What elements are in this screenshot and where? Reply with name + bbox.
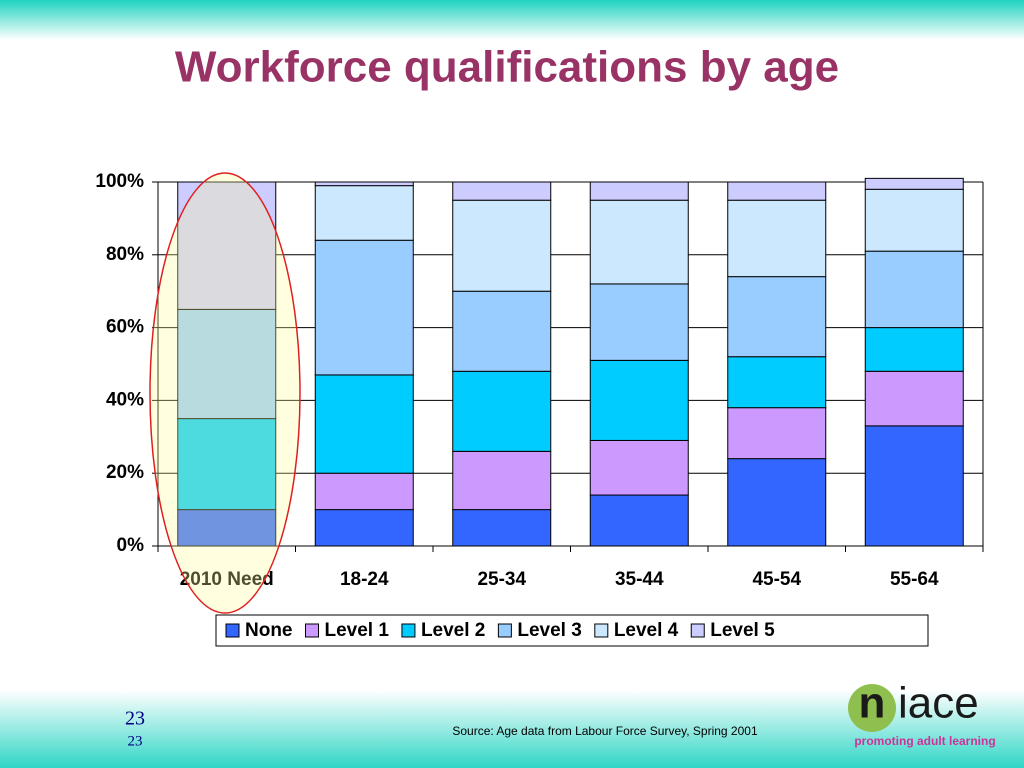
logo-tagline: promoting adult learning <box>854 734 995 748</box>
plot-area <box>158 182 983 546</box>
bar-segment <box>314 374 414 474</box>
y-tick-label: 80% <box>106 244 144 265</box>
y-tick-label: 100% <box>95 171 144 192</box>
bar-segment <box>589 181 689 201</box>
bar-segment <box>452 199 552 292</box>
x-tick-label: 55-64 <box>890 569 939 590</box>
x-tick-label: 45-54 <box>752 569 801 590</box>
bar-segment <box>727 407 827 460</box>
bar-segment <box>864 425 964 547</box>
slide-number: 23 <box>125 708 145 730</box>
legend-swatch <box>497 623 512 638</box>
bar-segment <box>589 494 689 547</box>
y-tick-label: 60% <box>106 317 144 338</box>
legend-box <box>215 614 929 647</box>
bar-segment <box>314 181 414 187</box>
bar-segment <box>177 418 277 511</box>
bar-segment <box>864 250 964 329</box>
slide-title: Workforce qualifications by age <box>175 43 839 92</box>
legend-label: Level 5 <box>710 620 775 641</box>
logo-circle <box>848 684 896 732</box>
highlight-ellipse <box>149 172 301 614</box>
legend-label: Level 2 <box>421 620 485 641</box>
bar-segment <box>452 370 552 452</box>
slide-number-small: 23 <box>128 733 143 749</box>
source-note: Source: Age data from Labour Force Surve… <box>452 724 758 738</box>
legend-swatch <box>305 623 319 638</box>
bar-segment <box>864 177 964 190</box>
bar-segment <box>177 308 277 420</box>
legend-swatch <box>594 623 609 638</box>
bar-segment <box>589 199 689 285</box>
bar-segment <box>589 359 689 441</box>
y-tick-label: 0% <box>117 535 145 556</box>
bar-segment <box>452 290 552 372</box>
y-tick-label: 40% <box>106 389 144 410</box>
legend-swatch <box>225 623 240 638</box>
bar-segment <box>314 509 414 547</box>
y-tick-label: 20% <box>106 462 144 483</box>
bar-segment <box>314 472 414 511</box>
bar-segment <box>589 439 689 496</box>
legend-label: Level 4 <box>614 620 679 641</box>
bar-segment <box>314 185 414 241</box>
bar-segment <box>727 181 827 201</box>
x-tick-label: 2010 Need <box>180 569 274 590</box>
legend-swatch <box>690 623 705 638</box>
bar-segment <box>727 458 827 547</box>
x-tick-label: 18-24 <box>340 569 389 590</box>
logo-text: iace <box>898 679 979 728</box>
bar-segment <box>864 327 964 372</box>
bar-segment <box>314 239 414 376</box>
bar-segment <box>864 370 964 427</box>
bar-segment <box>177 181 277 310</box>
bar-segment <box>727 199 827 278</box>
legend-label: Level 3 <box>517 620 581 641</box>
bar-segment <box>452 509 552 547</box>
bar-segment <box>727 356 827 409</box>
legend: None Level 1 Level 2 Level 3 Level 4 Level 5 <box>215 614 929 647</box>
x-tick-label: 35-44 <box>615 569 664 590</box>
bar-segment <box>452 181 552 201</box>
x-tick-label: 25-34 <box>477 569 526 590</box>
bar-segment <box>589 283 689 361</box>
bar-segment <box>864 188 964 252</box>
top-band <box>0 0 1024 40</box>
bar-segment <box>177 509 277 547</box>
legend-label: None <box>245 620 293 641</box>
bar-segment <box>452 450 552 511</box>
plot: 0% 20% 40% 60% 80% 100% 2010 Need 18-24 25-34 35-… <box>95 171 984 590</box>
legend-label: Level 1 <box>325 620 390 641</box>
legend-swatch <box>401 623 416 638</box>
logo-n: n <box>859 679 886 728</box>
bar-segment <box>727 276 827 358</box>
